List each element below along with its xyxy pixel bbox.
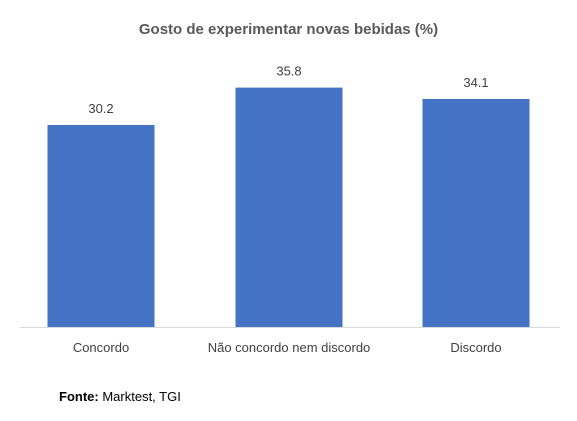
data-label-1: 35.8 [276, 64, 301, 79]
data-label-2: 34.1 [463, 75, 488, 90]
bar-0 [47, 125, 155, 327]
source-label: Fonte: [59, 389, 99, 404]
category-label-1: Não concordo nem discordo [208, 340, 371, 355]
bar-1 [235, 87, 343, 327]
source-note: Fonte: Marktest, TGI [59, 389, 181, 404]
category-label-0: Concordo [73, 340, 129, 355]
category-label-2: Discordo [450, 340, 501, 355]
source-text: Marktest, TGI [102, 389, 181, 404]
bar-2 [422, 99, 530, 327]
chart-title: Gosto de experimentar novas bebidas (%) [138, 21, 439, 38]
data-label-0: 30.2 [88, 101, 113, 116]
